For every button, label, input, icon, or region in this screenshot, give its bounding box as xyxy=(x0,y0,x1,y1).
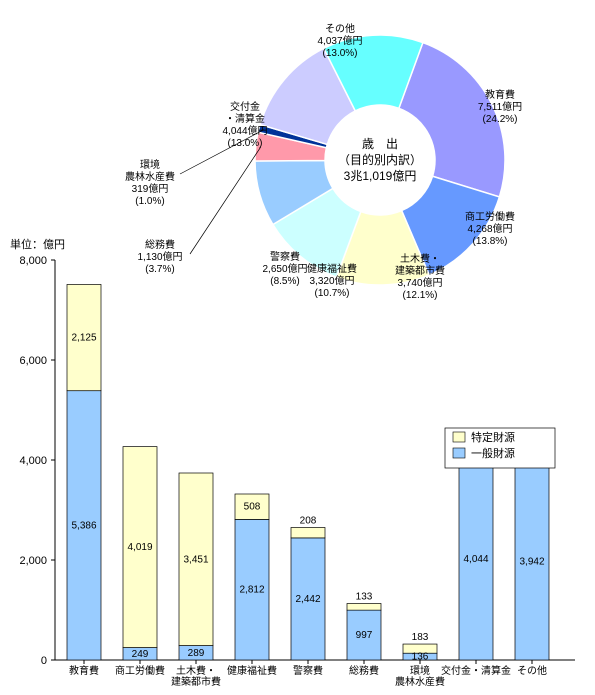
bar-bottom-value: 2,812 xyxy=(239,585,264,596)
pie-center-title: 歳 出 xyxy=(362,137,398,151)
pie-slice-label: 農林水産費 xyxy=(125,170,175,183)
bar-category-label: その他 xyxy=(517,664,547,677)
bar-bottom-value: 249 xyxy=(132,649,149,660)
bar-category-label: 建築都市費 xyxy=(171,675,221,688)
bar-category-label: 農林水産費 xyxy=(395,675,445,688)
bar-bottom-value: 289 xyxy=(188,648,205,659)
pie-slice-label: 健康福祉費 xyxy=(307,262,357,275)
bar-top-value: 4,019 xyxy=(127,542,152,553)
pie-slice-label: 7,511億円 xyxy=(478,100,522,113)
bar-top-value: 2,125 xyxy=(71,333,96,344)
pie-slice-label: 総務費 xyxy=(145,238,175,251)
pie-slice-label: 319億円 xyxy=(132,182,169,195)
bar-category-label: 環境 xyxy=(410,664,430,677)
bar-top-value: 3,451 xyxy=(183,554,208,565)
pie-slice-label: (13.0%) xyxy=(227,138,262,149)
pie-slice-label: (13.0%) xyxy=(322,48,357,59)
bar-top-value: 183 xyxy=(412,632,429,643)
chart-canvas: 歳 出（目的別内訳）3兆1,019億円教育費7,511億円(24.2%)商工労働… xyxy=(0,0,595,695)
pie-slice-label: 土木費・ xyxy=(400,252,440,265)
pie-slice-label: 警察費 xyxy=(270,250,300,263)
pie-slice-label: (24.2%) xyxy=(482,114,517,125)
bar-top-value: 133 xyxy=(356,592,373,603)
pie-slice-label: (10.7%) xyxy=(314,288,349,299)
pie-slice-label: 1,130億円 xyxy=(137,250,182,263)
pie-slice-label: 4,268億円 xyxy=(467,222,512,235)
pie-slice-label: 建築都市費 xyxy=(395,264,445,277)
bar-category-label: 商工労働費 xyxy=(115,664,165,677)
legend-swatch xyxy=(453,448,465,458)
bar-bottom-value: 3,942 xyxy=(519,556,544,567)
bar-top-value: 508 xyxy=(244,502,261,513)
pie-slice-label: 環境 xyxy=(140,158,160,171)
y-tick-label: 2,000 xyxy=(19,555,47,567)
pie-slice-label: (1.0%) xyxy=(135,196,164,207)
pie-slice-label: ・清算金 xyxy=(225,112,265,125)
legend-swatch xyxy=(453,432,465,442)
pie-slice-label: 教育費 xyxy=(485,88,515,101)
legend-label: 一般財源 xyxy=(471,446,515,460)
y-tick-label: 8,000 xyxy=(19,255,47,267)
pie-slice-label: 商工労働費 xyxy=(465,210,515,223)
bar-bottom-value: 5,386 xyxy=(71,520,96,531)
pie-slice-label: (8.5%) xyxy=(270,276,299,287)
bar-category-label: 土木費・ xyxy=(176,664,216,677)
pie-slice-label: 3,320億円 xyxy=(309,274,354,287)
bar-category-label: 健康福祉費 xyxy=(227,664,277,677)
pie-slice-label: (13.8%) xyxy=(472,236,507,247)
pie-slice-label: (12.1%) xyxy=(402,290,437,301)
unit-label: 単位：億円 xyxy=(10,237,65,251)
pie-slice-label: 4,044億円 xyxy=(222,124,267,137)
pie-center-sub: （目的別内訳） xyxy=(338,152,422,167)
y-tick-label: 6,000 xyxy=(19,355,47,367)
bar-bottom-value: 997 xyxy=(356,630,373,641)
legend-label: 特定財源 xyxy=(471,430,515,444)
bar-bottom-value: 4,044 xyxy=(463,554,488,565)
pie-center-total: 3兆1,019億円 xyxy=(344,169,417,183)
y-tick-label: 0 xyxy=(41,655,47,667)
pie-slice-label: 交付金 xyxy=(230,100,260,113)
bar-top xyxy=(347,604,381,611)
bar-category-label: 教育費 xyxy=(69,664,99,677)
y-tick-label: 4,000 xyxy=(19,455,47,467)
pie-slice-label: その他 xyxy=(325,22,355,35)
bar-top xyxy=(291,528,325,538)
bar-bottom-value: 2,442 xyxy=(295,594,320,605)
pie-slice-label: (3.7%) xyxy=(145,264,174,275)
pie-slice-label: 2,650億円 xyxy=(262,262,307,275)
pie-slice-label: 4,037億円 xyxy=(317,34,362,47)
bar-category-label: 総務費 xyxy=(349,664,379,677)
bar-top-value: 208 xyxy=(300,516,317,527)
bar-category-label: 交付金・清算金 xyxy=(441,664,511,677)
bar-category-label: 警察費 xyxy=(293,664,323,677)
pie-slice-label: 3,740億円 xyxy=(397,276,442,289)
